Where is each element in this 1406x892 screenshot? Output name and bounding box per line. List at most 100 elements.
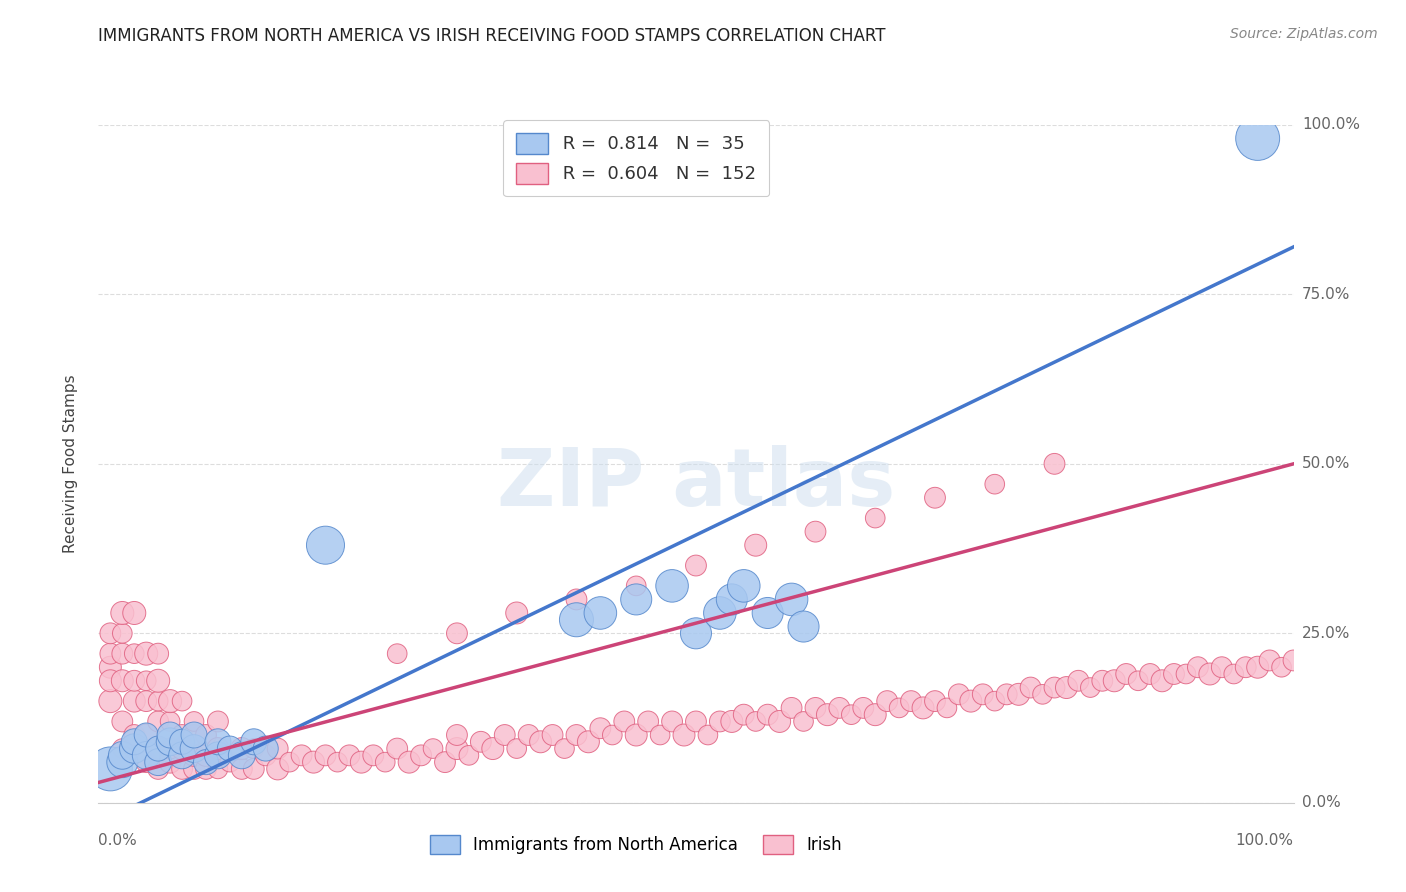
Point [1043, 457, 1066, 471]
Point [1211, 660, 1233, 674]
Point [135, 694, 157, 708]
Point [231, 748, 253, 763]
Point [863, 707, 886, 722]
Y-axis label: Receiving Food Stamps: Receiving Food Stamps [63, 375, 77, 553]
Point [709, 714, 731, 729]
Point [948, 687, 970, 701]
Point [135, 647, 157, 661]
Text: 50.0%: 50.0% [1302, 457, 1350, 471]
Point [172, 748, 194, 763]
Point [828, 701, 851, 715]
Point [600, 728, 623, 742]
Point [243, 762, 266, 776]
Point [1150, 673, 1173, 688]
Point [267, 762, 290, 776]
Point [733, 707, 755, 722]
Point [565, 728, 588, 742]
Point [685, 626, 707, 640]
Point [613, 714, 636, 729]
Text: 100.0%: 100.0% [1302, 118, 1360, 132]
Point [159, 714, 181, 729]
Point [661, 579, 683, 593]
Point [517, 728, 540, 742]
Text: IMMIGRANTS FROM NORTH AMERICA VS IRISH RECEIVING FOOD STAMPS CORRELATION CHART: IMMIGRANTS FROM NORTH AMERICA VS IRISH R… [98, 27, 886, 45]
Point [98, 762, 122, 776]
Point [159, 735, 181, 749]
Point [768, 714, 790, 729]
Point [183, 762, 205, 776]
Point [267, 741, 290, 756]
Point [98, 660, 122, 674]
Point [422, 741, 444, 756]
Point [1246, 131, 1268, 145]
Point [183, 728, 205, 742]
Point [924, 694, 946, 708]
Point [411, 748, 433, 763]
Point [1234, 660, 1257, 674]
Point [983, 477, 1005, 491]
Point [565, 592, 588, 607]
Point [207, 762, 229, 776]
Point [709, 606, 731, 620]
Point [589, 721, 612, 735]
Point [1222, 667, 1246, 681]
Point [470, 735, 492, 749]
Point [183, 714, 205, 729]
Point [135, 728, 157, 742]
Point [506, 741, 529, 756]
Point [756, 606, 779, 620]
Point [278, 755, 301, 769]
Point [172, 735, 194, 749]
Point [721, 714, 744, 729]
Point [315, 538, 337, 552]
Point [924, 491, 946, 505]
Point [124, 735, 146, 749]
Point [624, 579, 647, 593]
Point [624, 728, 647, 742]
Point [1246, 660, 1268, 674]
Point [254, 748, 277, 763]
Point [935, 701, 957, 715]
Point [148, 694, 170, 708]
Text: 100.0%: 100.0% [1236, 833, 1294, 848]
Point [1115, 667, 1137, 681]
Point [111, 626, 134, 640]
Point [697, 728, 720, 742]
Point [1007, 687, 1029, 701]
Point [793, 714, 815, 729]
Text: 0.0%: 0.0% [1302, 796, 1340, 810]
Point [111, 755, 134, 769]
Point [1102, 673, 1125, 688]
Text: Source: ZipAtlas.com: Source: ZipAtlas.com [1230, 27, 1378, 41]
Point [1175, 667, 1198, 681]
Point [685, 714, 707, 729]
Point [159, 741, 181, 756]
Point [98, 694, 122, 708]
Point [780, 592, 803, 607]
Point [1032, 687, 1054, 701]
Point [385, 741, 409, 756]
Point [1258, 653, 1281, 667]
Point [1128, 673, 1150, 688]
Point [194, 728, 217, 742]
Point [159, 694, 181, 708]
Point [315, 748, 337, 763]
Point [565, 613, 588, 627]
Point [302, 755, 325, 769]
Point [648, 728, 672, 742]
Point [839, 707, 862, 722]
Point [374, 755, 396, 769]
Point [661, 714, 683, 729]
Point [863, 511, 886, 525]
Point [446, 626, 468, 640]
Point [756, 707, 779, 722]
Point [172, 741, 194, 756]
Point [194, 755, 217, 769]
Text: ZIP atlas: ZIP atlas [496, 445, 896, 524]
Point [135, 748, 157, 763]
Point [1080, 681, 1102, 695]
Point [804, 524, 827, 539]
Point [124, 647, 146, 661]
Point [1019, 681, 1042, 695]
Point [363, 748, 385, 763]
